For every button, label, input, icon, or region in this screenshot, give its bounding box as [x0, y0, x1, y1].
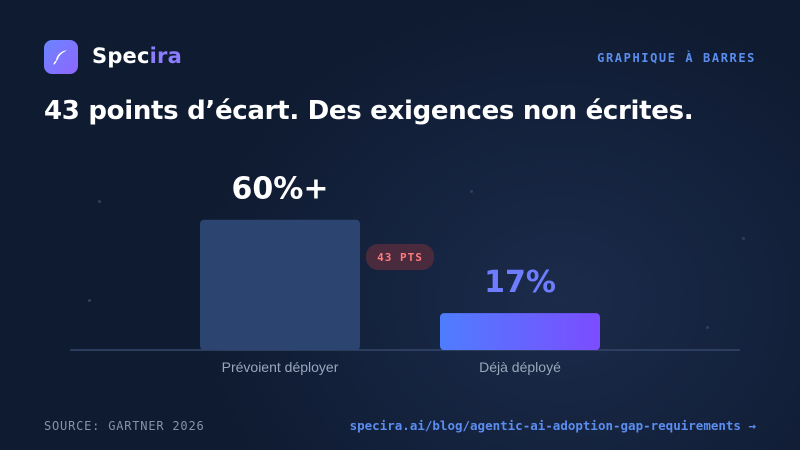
- bar-deja-deploye: [440, 313, 600, 350]
- category-label-prevoient-deployer: Prévoient déployer: [222, 359, 339, 375]
- chart-type-tag: GRAPHIQUE À BARRES: [597, 51, 756, 65]
- brand-part-1: Spec: [92, 44, 150, 68]
- bar-prevoient-deployer: [200, 219, 360, 350]
- quill-icon: [53, 50, 67, 65]
- source-label: SOURCE: GARTNER 2026: [44, 419, 205, 433]
- value-label-deja-deploye: 17%: [484, 265, 556, 300]
- gap-badge: [366, 244, 434, 270]
- value-label-prevoient-deployer: 60%+: [232, 172, 329, 207]
- gap-badge-label: 43 PTS: [377, 251, 423, 264]
- article-link[interactable]: specira.ai/blog/agentic-ai-adoption-gap-…: [349, 418, 756, 433]
- category-label-deja-deploye: Déjà déployé: [479, 359, 561, 375]
- logo: [44, 40, 78, 74]
- page-title: 43 points d’écart. Des exigences non écr…: [44, 96, 694, 126]
- brand-part-2: ira: [149, 44, 182, 68]
- brand-name: Specira: [92, 44, 182, 68]
